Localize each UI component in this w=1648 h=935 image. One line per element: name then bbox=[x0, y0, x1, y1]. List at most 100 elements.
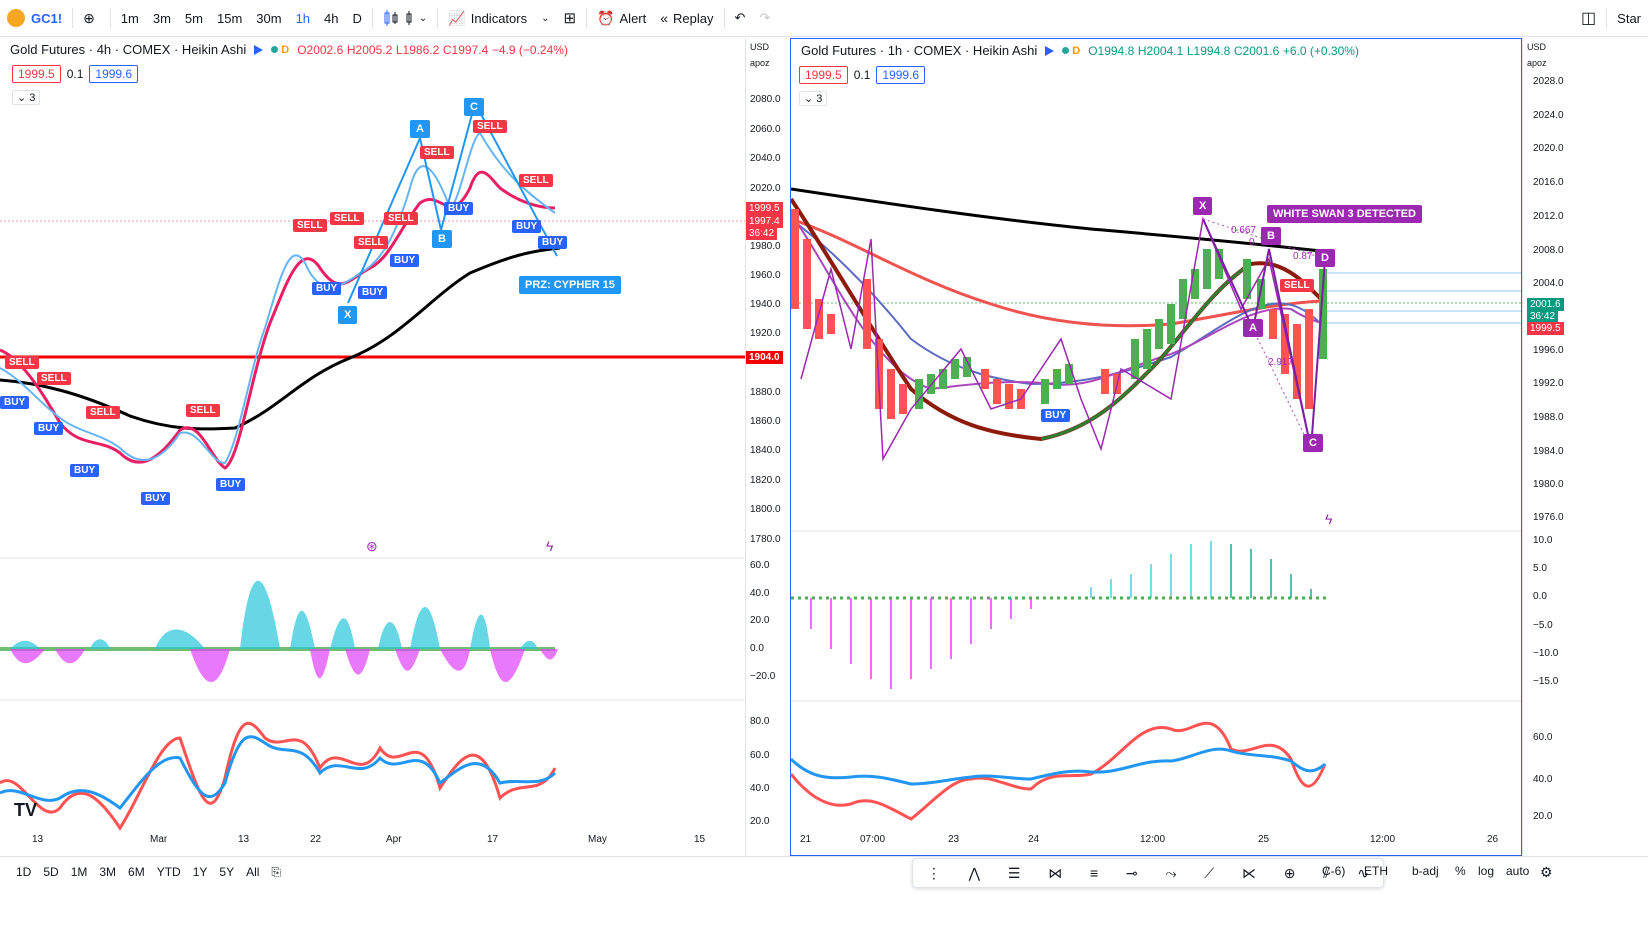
status-dot-icon bbox=[1062, 47, 1070, 54]
left-chart-pane[interactable]: Gold Futures · 4h · COMEX · Heikin Ashi … bbox=[0, 38, 745, 856]
last-price-tag: 1999.5 bbox=[746, 202, 783, 215]
zigzag-line bbox=[800, 216, 1326, 462]
y-tick: 1860.0 bbox=[750, 416, 781, 427]
axis-unit[interactable]: USD bbox=[1527, 42, 1547, 52]
range-1d[interactable]: 1D bbox=[16, 865, 32, 879]
pattern-tool-icon[interactable]: ⋉ bbox=[1241, 864, 1256, 881]
range-1y[interactable]: 1Y bbox=[192, 865, 208, 879]
rsi-blue-line bbox=[791, 747, 1327, 786]
replay-label: Replay bbox=[673, 10, 714, 26]
compare-button[interactable]: ⊕ bbox=[76, 0, 107, 36]
adjust-button[interactable]: b-adj bbox=[1412, 864, 1439, 878]
flash-marker-icon[interactable]: ϟ bbox=[1325, 511, 1333, 527]
interval-30m[interactable]: 30m bbox=[256, 10, 282, 26]
range-6m[interactable]: 6M bbox=[128, 865, 145, 879]
buy-button[interactable]: 1999.6 bbox=[89, 65, 139, 83]
object-tree-button[interactable]: ◫ bbox=[1574, 0, 1603, 36]
interval-1m[interactable]: 1m bbox=[120, 10, 139, 26]
sell-button[interactable]: 1999.5 bbox=[799, 66, 848, 84]
chart-title: Gold Futures · 4h · COMEX · Heikin Ashi bbox=[10, 42, 247, 57]
session-button[interactable]: ETH bbox=[1364, 864, 1388, 878]
x-tick: 17 bbox=[487, 834, 499, 845]
elliott-wave-icon[interactable]: ∿ bbox=[1357, 864, 1369, 881]
interval-d[interactable]: D bbox=[352, 10, 362, 26]
signal-buy: BUY bbox=[1041, 409, 1071, 422]
channel-tool-icon[interactable]: ≡ bbox=[1089, 865, 1099, 881]
x-tick: 24 bbox=[1028, 834, 1040, 845]
range-1m[interactable]: 1M bbox=[70, 865, 88, 879]
range-5d[interactable]: 5D bbox=[43, 865, 59, 879]
last-price-tag: 2001.6 bbox=[1527, 298, 1564, 311]
indicators-collapse-button[interactable]: ⌄ 3 bbox=[799, 91, 828, 106]
signal-sell: SELL bbox=[384, 212, 418, 225]
star-button[interactable]: Star bbox=[1617, 10, 1641, 26]
xabcd-pattern-tool-icon[interactable]: ⋀ bbox=[968, 864, 981, 881]
abcd-tool-icon[interactable]: ⋈ bbox=[1048, 864, 1063, 881]
flash-marker-icon[interactable]: ϟ bbox=[546, 538, 554, 554]
symbol-search[interactable]: GC1! bbox=[0, 0, 69, 36]
alarm-clock-icon: ⏰ bbox=[597, 9, 615, 26]
axis-unit[interactable]: USD bbox=[750, 42, 770, 52]
indicators-icon: 📈 bbox=[448, 9, 466, 26]
percent-button[interactable]: % bbox=[1455, 864, 1466, 878]
auto-button[interactable]: auto bbox=[1506, 864, 1530, 878]
interval-1h[interactable]: 1h bbox=[295, 10, 311, 26]
range-ytd[interactable]: YTD bbox=[156, 865, 181, 879]
candles-green bbox=[915, 249, 1327, 409]
indicators-collapse-button[interactable]: ⌄ 3 bbox=[12, 90, 41, 105]
interval-4h[interactable]: 4h bbox=[324, 10, 339, 26]
indicators-button[interactable]: 📈 Indicators ⌄ bbox=[441, 0, 556, 36]
osc-tick: 0.0 bbox=[750, 643, 764, 654]
y-tick: 2080.0 bbox=[750, 94, 781, 105]
y-tick: 2016.0 bbox=[1533, 177, 1564, 188]
drag-handle-icon[interactable]: ⋮ bbox=[926, 864, 941, 881]
interval-5m[interactable]: 5m bbox=[184, 10, 203, 26]
settings-gear-icon[interactable]: ⚙ bbox=[1540, 864, 1553, 880]
alert-button[interactable]: ⏰ Alert bbox=[590, 0, 653, 36]
axis-control[interactable]: apoz bbox=[1527, 58, 1547, 68]
flag-icon[interactable] bbox=[254, 44, 264, 55]
range-5y[interactable]: 5Y bbox=[219, 865, 235, 879]
chart-type-button[interactable]: ⌄ bbox=[376, 0, 434, 36]
fib-tool-icon[interactable]: ☰ bbox=[1007, 864, 1021, 881]
left-time-axis[interactable]: 13 Mar 13 22 Apr 17 May 15 bbox=[0, 828, 745, 852]
right-price-axis[interactable]: USD apoz 2028.0 2024.0 2020.0 2016.0 201… bbox=[1522, 38, 1648, 856]
trend-line-icon[interactable]: ⟋ bbox=[1204, 864, 1215, 881]
y-tick: 1820.0 bbox=[750, 475, 781, 486]
point-a-label: A bbox=[410, 120, 430, 138]
plus-circle-icon: ⊕ bbox=[83, 9, 95, 26]
path-tool-icon[interactable]: ⤳ bbox=[1165, 864, 1177, 881]
right-chart-pane[interactable]: Gold Futures · 1h · COMEX · Heikin Ashi … bbox=[790, 38, 1522, 856]
replay-button[interactable]: « Replay bbox=[653, 0, 720, 36]
y-tick: 1780.0 bbox=[750, 534, 781, 545]
undo-button[interactable]: ↶ bbox=[728, 0, 753, 36]
signal-sell: SELL bbox=[354, 236, 388, 249]
left-price-axis[interactable]: USD apoz 2080.0 2060.0 2040.0 2020.0 198… bbox=[745, 38, 790, 856]
goto-date-button[interactable]: ⎘ bbox=[265, 865, 287, 880]
buy-button[interactable]: 1999.6 bbox=[876, 66, 926, 84]
price-line-red bbox=[0, 170, 556, 470]
sell-button[interactable]: 1999.5 bbox=[12, 65, 61, 83]
layout-button[interactable]: ⊞ bbox=[557, 0, 584, 36]
right-time-axis[interactable]: 21 07:00 23 24 12:00 25 12:00 26 bbox=[790, 828, 1522, 852]
log-button[interactable]: log bbox=[1478, 864, 1495, 878]
interval-15m[interactable]: 15m bbox=[216, 10, 243, 26]
right-chart-canvas bbox=[791, 187, 1521, 821]
horizontal-ray-icon[interactable]: ⊸ bbox=[1125, 864, 1138, 881]
signal-sell: SELL bbox=[37, 372, 71, 385]
range-3m[interactable]: 3M bbox=[99, 865, 117, 879]
axis-control[interactable]: apoz bbox=[750, 58, 770, 68]
flag-icon[interactable] bbox=[1045, 45, 1055, 56]
parallel-channel-icon[interactable]: ⫽ bbox=[1323, 864, 1330, 881]
chevron-down-icon: ⌄ bbox=[541, 12, 550, 24]
osc-tick: −5.0 bbox=[1533, 620, 1553, 631]
close-price-tag: 1997.4 bbox=[746, 215, 783, 228]
event-marker-icon[interactable]: ⊛ bbox=[366, 538, 378, 554]
ma-blue-line bbox=[791, 218, 1322, 386]
redo-button[interactable]: ↷ bbox=[752, 0, 777, 36]
cycle-tool-icon[interactable]: ⊕ bbox=[1283, 864, 1296, 881]
timezone-label[interactable]: C-6) bbox=[1322, 864, 1346, 878]
interval-3m[interactable]: 3m bbox=[152, 10, 171, 26]
range-all[interactable]: All bbox=[246, 865, 260, 879]
drawing-toolbar: ⋮ ⋀ ☰ ⋈ ≡ ⊸ ⤳ ⟋ ⋉ ⊕ ⫽ ∿ bbox=[912, 858, 1384, 888]
